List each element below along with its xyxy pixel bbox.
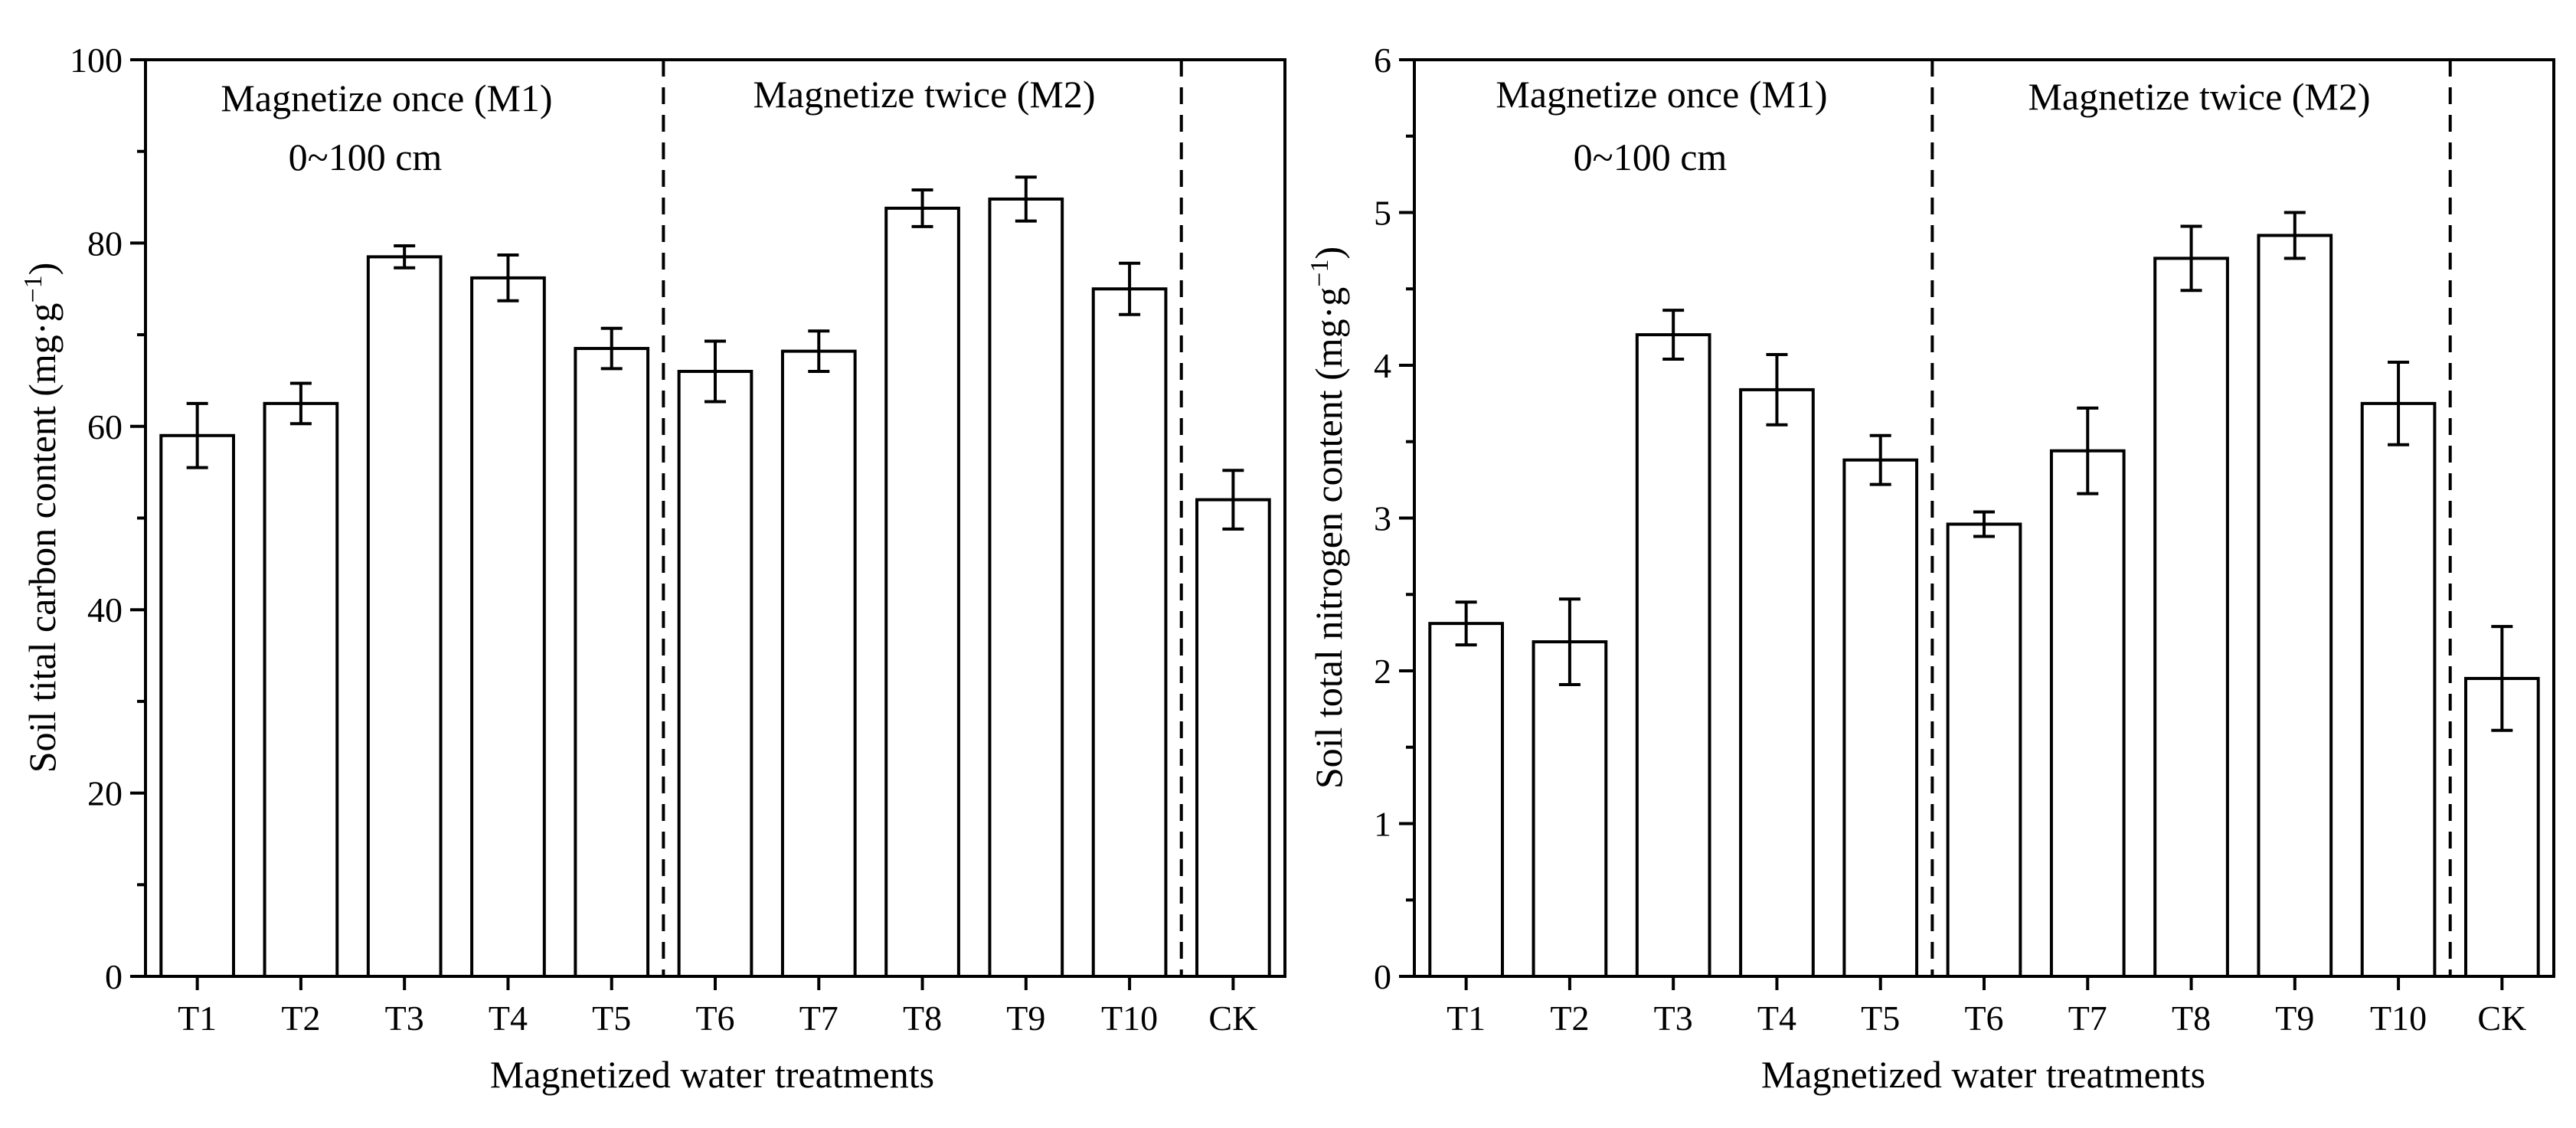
x-tick-label-t10: T10 bbox=[1101, 999, 1158, 1038]
depth-label: 0~100 cm bbox=[289, 136, 443, 178]
depth-label: 0~100 cm bbox=[1574, 136, 1728, 178]
error-bar-t3 bbox=[1662, 309, 1685, 361]
x-tick-label-t1: T1 bbox=[1447, 999, 1486, 1038]
error-bar-t2 bbox=[289, 381, 312, 426]
x-tick-label-t2: T2 bbox=[1550, 999, 1589, 1038]
error-bar-t1 bbox=[1455, 600, 1477, 647]
y-tick-label-2: 2 bbox=[1374, 652, 1391, 691]
x-tick-label-t8: T8 bbox=[903, 999, 942, 1038]
group-label-m2: Magnetize twice (M2) bbox=[2028, 75, 2370, 118]
y-axis-title-close: ) bbox=[21, 263, 64, 276]
error-bar-t6 bbox=[1973, 510, 1995, 538]
x-tick-label-t5: T5 bbox=[592, 999, 631, 1038]
x-tick-label-t3: T3 bbox=[385, 999, 424, 1038]
error-bar-t8 bbox=[911, 188, 933, 228]
y-tick-label-4: 4 bbox=[1374, 346, 1391, 385]
nitrogen-chart-panel: T1 T2 T3 T4 T5 T6 T7 T8 T9 T10 CK 0 1 2 3 4 5 6 Magnetize… bbox=[1306, 41, 2555, 1096]
bar-t1 bbox=[1428, 622, 1504, 979]
bar-t5 bbox=[574, 347, 650, 978]
y-axis-title-close: ) bbox=[1307, 247, 1350, 260]
bar-t4 bbox=[1739, 387, 1815, 979]
bar-t2 bbox=[1532, 640, 1608, 978]
x-tick-label-t9: T9 bbox=[2275, 999, 2314, 1038]
x-tick-label-t8: T8 bbox=[2172, 999, 2211, 1038]
x-tick-label-t9: T9 bbox=[1006, 999, 1045, 1038]
bar-t8 bbox=[2153, 257, 2229, 979]
x-tick-label-t3: T3 bbox=[1654, 999, 1693, 1038]
error-bar-t3 bbox=[394, 244, 416, 270]
x-tick-label-t10: T10 bbox=[2370, 999, 2427, 1038]
x-tick-label-t6: T6 bbox=[1964, 999, 2003, 1038]
error-bar-t7 bbox=[2077, 406, 2099, 495]
bar-t5 bbox=[1842, 458, 1919, 978]
error-bar-t9 bbox=[1015, 175, 1037, 223]
y-axis-title: Soil total nitrogen content (mg·g−1) bbox=[1306, 247, 1350, 789]
error-bar-t5 bbox=[600, 326, 623, 371]
error-bar-t5 bbox=[1869, 433, 1891, 486]
bar-t4 bbox=[470, 276, 546, 978]
bar-t1 bbox=[159, 433, 235, 978]
error-bar-t6 bbox=[704, 339, 726, 404]
error-bar-t4 bbox=[497, 253, 519, 302]
y-tick-label-100: 100 bbox=[70, 41, 123, 80]
y-tick-label-80: 80 bbox=[87, 224, 123, 263]
bar-t10 bbox=[1091, 287, 1168, 978]
y-tick-label-0: 0 bbox=[105, 957, 123, 996]
y-axis-title-exponent: −1 bbox=[19, 275, 47, 302]
error-bar-t2 bbox=[1558, 597, 1581, 686]
bar-t7 bbox=[780, 349, 857, 978]
group-label-m2: Magnetize twice (M2) bbox=[753, 73, 1095, 116]
bar-t3 bbox=[366, 255, 443, 979]
y-tick-label-40: 40 bbox=[87, 590, 123, 629]
x-axis-title: Magnetized water treatments bbox=[1761, 1053, 2205, 1096]
error-bar-t10 bbox=[1119, 261, 1141, 316]
y-tick-label-0: 0 bbox=[1374, 957, 1391, 996]
error-bar-ck bbox=[2491, 625, 2513, 732]
error-bar-t9 bbox=[2283, 211, 2306, 260]
y-axis-title-text: Soil total nitrogen content (mg·g bbox=[1307, 287, 1350, 789]
carbon-chart-panel: T1 T2 T3 T4 T5 T6 T7 T8 T9 T10 CK 0 20 40 60 80 100 Magn… bbox=[19, 41, 1286, 1096]
bar-t6 bbox=[677, 369, 754, 979]
y-axis-title-text: Soil tital carbon content (mg·g bbox=[21, 303, 64, 773]
bar-t9 bbox=[2257, 234, 2333, 978]
bar-t10 bbox=[2360, 401, 2437, 978]
y-tick-label-6: 6 bbox=[1374, 41, 1391, 80]
y-tick-label-1: 1 bbox=[1374, 805, 1391, 844]
error-bar-t8 bbox=[2180, 224, 2202, 293]
x-tick-label-ck: CK bbox=[1208, 999, 1257, 1038]
bar-t2 bbox=[263, 401, 339, 978]
x-tick-label-t7: T7 bbox=[799, 999, 839, 1038]
x-tick-label-ck: CK bbox=[2477, 999, 2526, 1038]
bar-t8 bbox=[884, 206, 960, 978]
y-axis-title-exponent: −1 bbox=[1306, 260, 1334, 287]
y-tick-label-20: 20 bbox=[87, 774, 123, 813]
error-bar-t10 bbox=[2388, 361, 2410, 446]
group-label-m1: Magnetize once (M1) bbox=[1496, 73, 1827, 116]
error-bar-t7 bbox=[808, 329, 830, 373]
x-axis-title: Magnetized water treatments bbox=[490, 1053, 934, 1096]
error-bar-t4 bbox=[1766, 353, 1788, 427]
error-bar-ck bbox=[1222, 469, 1244, 531]
bar-t3 bbox=[1635, 333, 1711, 979]
bar-ck bbox=[1195, 498, 1271, 978]
y-tick-label-60: 60 bbox=[87, 407, 123, 446]
y-tick-label-5: 5 bbox=[1374, 194, 1391, 233]
bar-t6 bbox=[1946, 522, 2022, 978]
x-tick-label-t2: T2 bbox=[281, 999, 320, 1038]
x-tick-label-t4: T4 bbox=[489, 999, 528, 1038]
y-tick-label-3: 3 bbox=[1374, 499, 1391, 538]
group-label-m1: Magnetize once (M1) bbox=[221, 77, 552, 119]
x-tick-label-t6: T6 bbox=[695, 999, 734, 1038]
y-axis-title: Soil tital carbon content (mg·g−1) bbox=[19, 263, 64, 773]
error-bar-t1 bbox=[186, 401, 208, 469]
bar-t9 bbox=[988, 197, 1064, 979]
x-tick-label-t5: T5 bbox=[1861, 999, 1900, 1038]
bar-t7 bbox=[2049, 449, 2126, 978]
x-tick-label-t1: T1 bbox=[178, 999, 217, 1038]
x-tick-label-t7: T7 bbox=[2068, 999, 2107, 1038]
x-tick-label-t4: T4 bbox=[1757, 999, 1796, 1038]
